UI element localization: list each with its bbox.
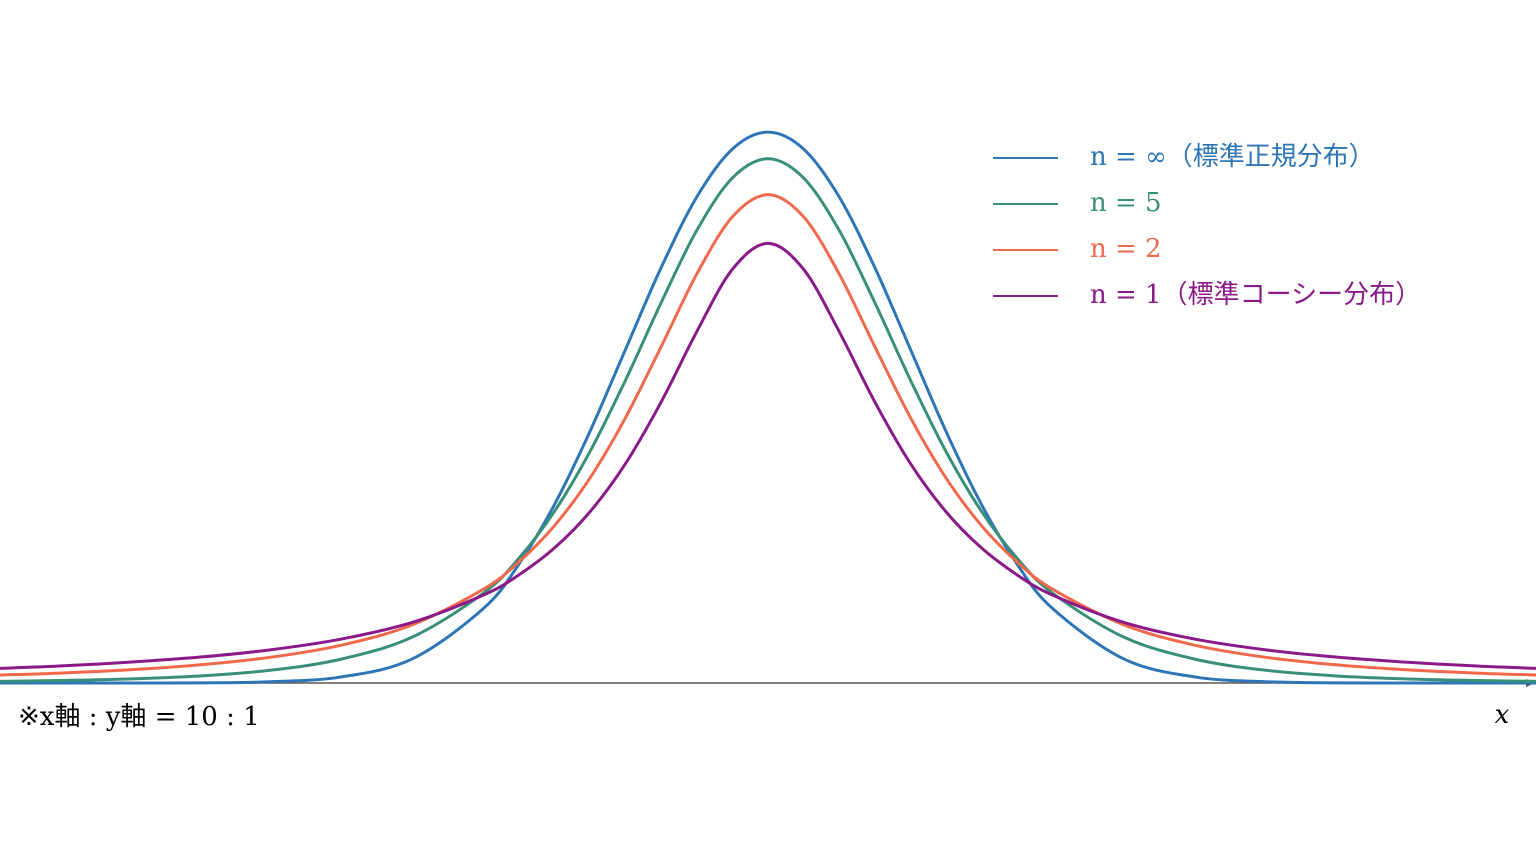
legend-label: n = 2 <box>1090 234 1162 264</box>
series-line <box>0 157 1536 683</box>
x-axis-label: x <box>1495 700 1510 730</box>
series-line <box>0 130 1536 685</box>
series-line <box>0 193 1536 677</box>
legend-label: n = 5 <box>1090 188 1162 218</box>
legend-label: n = ∞（標準正規分布） <box>1090 142 1375 172</box>
series-line <box>0 241 1536 670</box>
annotation: ※x軸 : y軸 = 10 : 1 <box>18 702 260 732</box>
legend-label: n = 1（標準コーシー分布） <box>1090 280 1421 310</box>
